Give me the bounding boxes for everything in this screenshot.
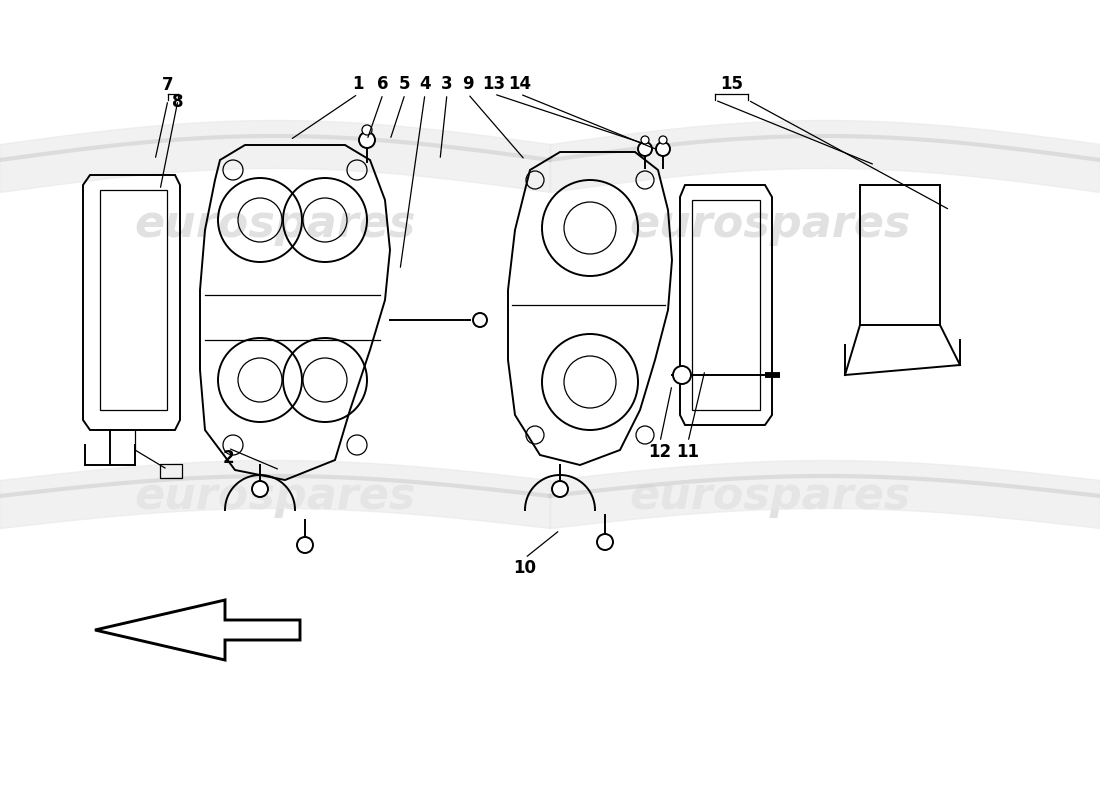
Text: eurospares: eurospares	[134, 202, 416, 246]
Text: 2: 2	[222, 449, 234, 467]
Bar	[860, 185, 940, 325]
Circle shape	[359, 132, 375, 148]
Text: 11: 11	[676, 443, 700, 461]
Circle shape	[638, 142, 652, 156]
Text: 1: 1	[352, 75, 364, 93]
Circle shape	[252, 481, 268, 497]
Circle shape	[362, 125, 372, 135]
Text: 6: 6	[377, 75, 388, 93]
Text: 13: 13	[483, 75, 506, 93]
Circle shape	[552, 481, 568, 497]
Text: 10: 10	[514, 559, 537, 577]
Circle shape	[473, 313, 487, 327]
Text: 5: 5	[399, 75, 410, 93]
Circle shape	[659, 136, 667, 144]
Text: 9: 9	[462, 75, 474, 93]
Text: eurospares: eurospares	[629, 474, 911, 518]
Circle shape	[641, 136, 649, 144]
Text: 8: 8	[173, 93, 184, 111]
Text: 7: 7	[162, 76, 174, 94]
Text: eurospares: eurospares	[134, 474, 416, 518]
Circle shape	[597, 534, 613, 550]
Circle shape	[673, 366, 691, 384]
Text: 12: 12	[648, 443, 672, 461]
Circle shape	[656, 142, 670, 156]
Text: 15: 15	[720, 75, 744, 93]
Text: 4: 4	[419, 75, 431, 93]
Text: eurospares: eurospares	[629, 202, 911, 246]
Text: 3: 3	[441, 75, 453, 93]
Circle shape	[297, 537, 313, 553]
Text: 14: 14	[508, 75, 531, 93]
Bar	[160, 464, 182, 478]
